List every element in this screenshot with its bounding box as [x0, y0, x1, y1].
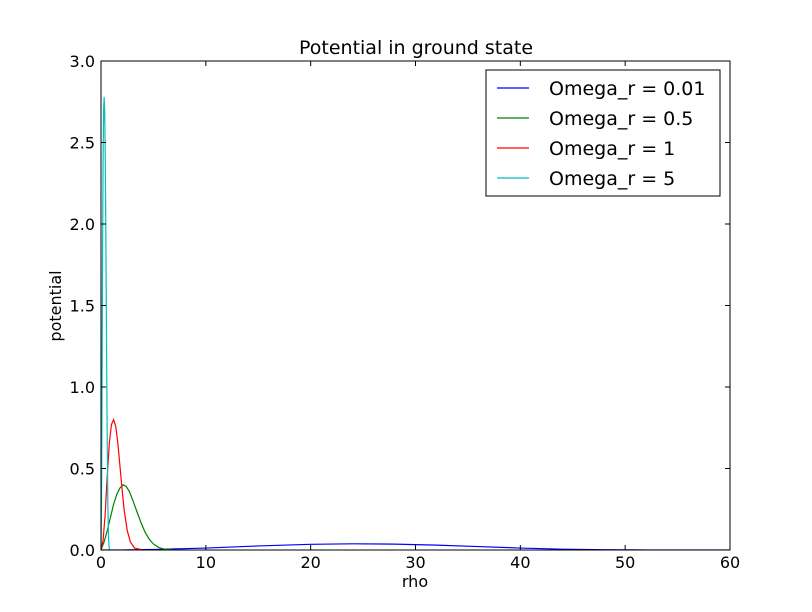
x-axis-label: rho: [402, 572, 428, 591]
y-tick-label-6: 3.0: [70, 52, 95, 71]
y-tick-label-1: 0.5: [70, 460, 95, 479]
x-tick-label-3: 30: [405, 553, 425, 572]
y-tick-label-0: 0.0: [70, 541, 95, 560]
y-tick-label-3: 1.5: [70, 297, 95, 316]
legend-label-2: Omega_r = 1: [549, 138, 675, 160]
legend: Omega_r = 0.01 Omega_r = 0.5 Omega_r = 1 Om…: [485, 69, 721, 197]
series-line-1: [101, 484, 185, 550]
legend-label-1: Omega_r = 0.5: [549, 108, 693, 130]
x-tick-label-1: 10: [196, 553, 216, 572]
y-tick-label-5: 2.5: [70, 134, 95, 153]
x-tick-label-4: 40: [510, 553, 530, 572]
y-axis-label: potential: [46, 270, 65, 341]
x-tick-label-2: 20: [300, 553, 320, 572]
legend-label-0: Omega_r = 0.01: [549, 78, 705, 100]
x-tick-label-0: 0: [96, 553, 106, 572]
y-tick-label-2: 1.0: [70, 378, 95, 397]
plot-frame: [100, 60, 731, 551]
x-tick-label-6: 60: [720, 553, 740, 572]
series-line-2: [101, 417, 144, 550]
y-tick-label-4: 2.0: [70, 215, 95, 234]
series-line-3: [101, 96, 110, 550]
x-tick-label-5: 50: [615, 553, 635, 572]
chart-title: Potential in ground state: [299, 37, 533, 59]
legend-label-3: Omega_r = 5: [549, 168, 675, 190]
legend-frame: [485, 69, 721, 197]
ticks-group: 0 10 20 30 40 50 60 0.0 0.5 1.0 1.5 2.0 2.5 3.0: [70, 52, 741, 572]
